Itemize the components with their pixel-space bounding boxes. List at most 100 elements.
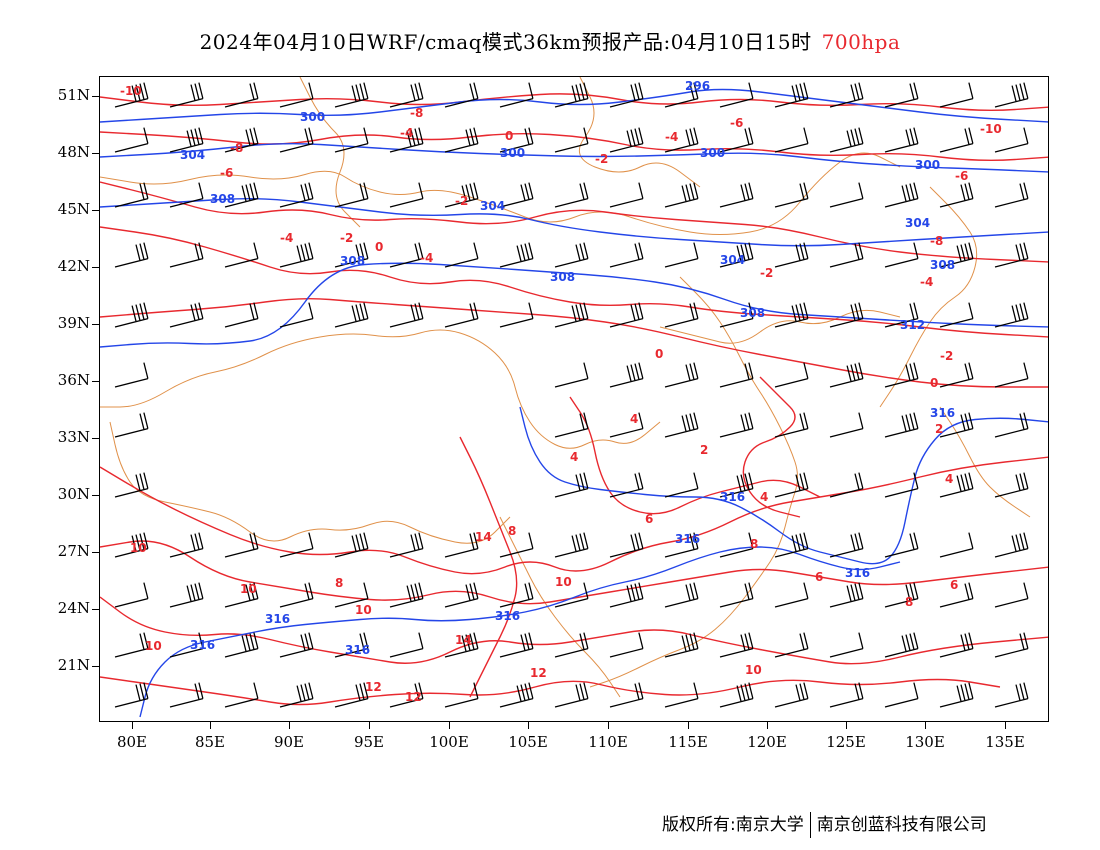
geopotential-label: 316 bbox=[345, 643, 370, 657]
title-main: 2024年04月10日WRF/cmaq模式36km预报产品:04月10日15时 bbox=[199, 30, 812, 54]
temperature-label: 12 bbox=[530, 666, 547, 680]
x-tick-label: 105E bbox=[508, 733, 548, 751]
wind-barb bbox=[114, 302, 149, 328]
geopotential-label: 308 bbox=[550, 270, 575, 284]
wind-barb bbox=[994, 472, 1029, 498]
wind-barb bbox=[609, 532, 644, 558]
wind-barb bbox=[994, 632, 1029, 658]
temperature-label: 14 bbox=[475, 530, 492, 544]
wind-barb bbox=[829, 302, 864, 328]
wind-barb bbox=[664, 302, 699, 328]
x-tick bbox=[369, 722, 370, 729]
geopotential-label: 304 bbox=[480, 199, 505, 213]
wind-barb bbox=[169, 182, 204, 208]
wind-barb bbox=[444, 532, 479, 558]
geopotential-label: 304 bbox=[905, 216, 930, 230]
geopotential-label: 296 bbox=[685, 79, 710, 93]
x-tick bbox=[608, 722, 609, 729]
wind-barb bbox=[554, 127, 589, 153]
wind-barb bbox=[774, 582, 809, 608]
wind-barb bbox=[389, 532, 424, 558]
wind-barb bbox=[939, 82, 974, 108]
wind-barb bbox=[829, 582, 864, 608]
wind-barb bbox=[829, 362, 864, 388]
wind-barb bbox=[664, 682, 699, 708]
wind-barbs bbox=[114, 82, 1029, 708]
wind-barb bbox=[444, 82, 479, 108]
y-tick bbox=[92, 153, 99, 154]
wind-barb bbox=[279, 532, 314, 558]
geopotential-label: 308 bbox=[740, 306, 765, 320]
wind-barb bbox=[829, 127, 864, 153]
wind-barb bbox=[939, 632, 974, 658]
wind-barb bbox=[884, 302, 919, 328]
wind-barb bbox=[499, 532, 534, 558]
x-tick-label: 95E bbox=[353, 733, 385, 751]
wind-barb bbox=[829, 632, 864, 658]
temperature-contour bbox=[100, 181, 1048, 263]
wind-barb bbox=[664, 82, 699, 108]
wind-barb bbox=[169, 682, 204, 708]
temperature-contour bbox=[742, 376, 801, 518]
wind-barb bbox=[884, 412, 919, 438]
wind-barb bbox=[169, 302, 204, 328]
y-tick bbox=[92, 210, 99, 211]
wind-barb bbox=[609, 182, 644, 208]
wind-barb bbox=[114, 242, 149, 268]
temperature-label: -6 bbox=[220, 166, 233, 180]
wind-barb bbox=[114, 682, 149, 708]
wind-barb bbox=[719, 532, 754, 558]
temperature-label: -10 bbox=[980, 122, 1002, 136]
x-tick bbox=[210, 722, 211, 729]
temperature-label: -2 bbox=[455, 194, 468, 208]
wind-barb bbox=[719, 362, 754, 388]
wind-barb bbox=[499, 82, 534, 108]
x-tick bbox=[528, 722, 529, 729]
wind-barb bbox=[169, 127, 204, 153]
geopotential-label: 316 bbox=[720, 490, 745, 504]
wind-barb bbox=[884, 242, 919, 268]
temperature-label: 4 bbox=[630, 412, 638, 426]
y-tick-label: 24N bbox=[57, 599, 90, 617]
wind-barb bbox=[609, 582, 644, 608]
y-tick-label: 45N bbox=[57, 200, 90, 218]
title-level: 700hpa bbox=[821, 30, 901, 54]
temperature-label: -4 bbox=[665, 130, 678, 144]
wind-barb bbox=[389, 632, 424, 658]
wind-barb bbox=[994, 242, 1029, 268]
y-tick bbox=[92, 495, 99, 496]
x-tick-label: 80E bbox=[116, 733, 148, 751]
contour-labels: 296 300 300 300 300 304 304 304 304 308 308 308 308 3… bbox=[120, 79, 1002, 704]
wind-barb bbox=[829, 412, 864, 438]
temperature-label: 10 bbox=[240, 582, 257, 596]
wind-barb bbox=[939, 127, 974, 153]
temperature-contour bbox=[100, 596, 1048, 665]
map-title: 2024年04月10日WRF/cmaq模式36km预报产品:04月10日15时 7… bbox=[0, 26, 1100, 55]
y-tick-label: 42N bbox=[57, 257, 90, 275]
wind-barb bbox=[224, 632, 259, 658]
temperature-contour bbox=[459, 436, 518, 698]
temperature-label: 0 bbox=[930, 376, 938, 390]
wind-barb bbox=[499, 182, 534, 208]
y-tick-label: 30N bbox=[57, 485, 90, 503]
geopotential-label: 308 bbox=[340, 254, 365, 268]
wind-barb bbox=[774, 82, 809, 108]
coastline bbox=[589, 276, 798, 688]
temperature-contour bbox=[100, 226, 1048, 338]
wind-barb bbox=[554, 302, 589, 328]
footer-divider bbox=[809, 812, 811, 838]
geopotential-label: 308 bbox=[210, 192, 235, 206]
wind-barb bbox=[939, 472, 974, 498]
x-tick bbox=[767, 722, 768, 729]
wind-barb bbox=[829, 532, 864, 558]
wind-barb bbox=[664, 532, 699, 558]
wind-barb bbox=[114, 362, 149, 388]
geopotential-label: 316 bbox=[495, 609, 520, 623]
wind-barb bbox=[829, 472, 864, 498]
wind-barb bbox=[829, 82, 864, 108]
wind-barb bbox=[279, 127, 314, 153]
x-tick bbox=[846, 722, 847, 729]
wind-barb bbox=[444, 182, 479, 208]
temperature-label: 2 bbox=[935, 422, 943, 436]
wind-barb bbox=[114, 532, 149, 558]
